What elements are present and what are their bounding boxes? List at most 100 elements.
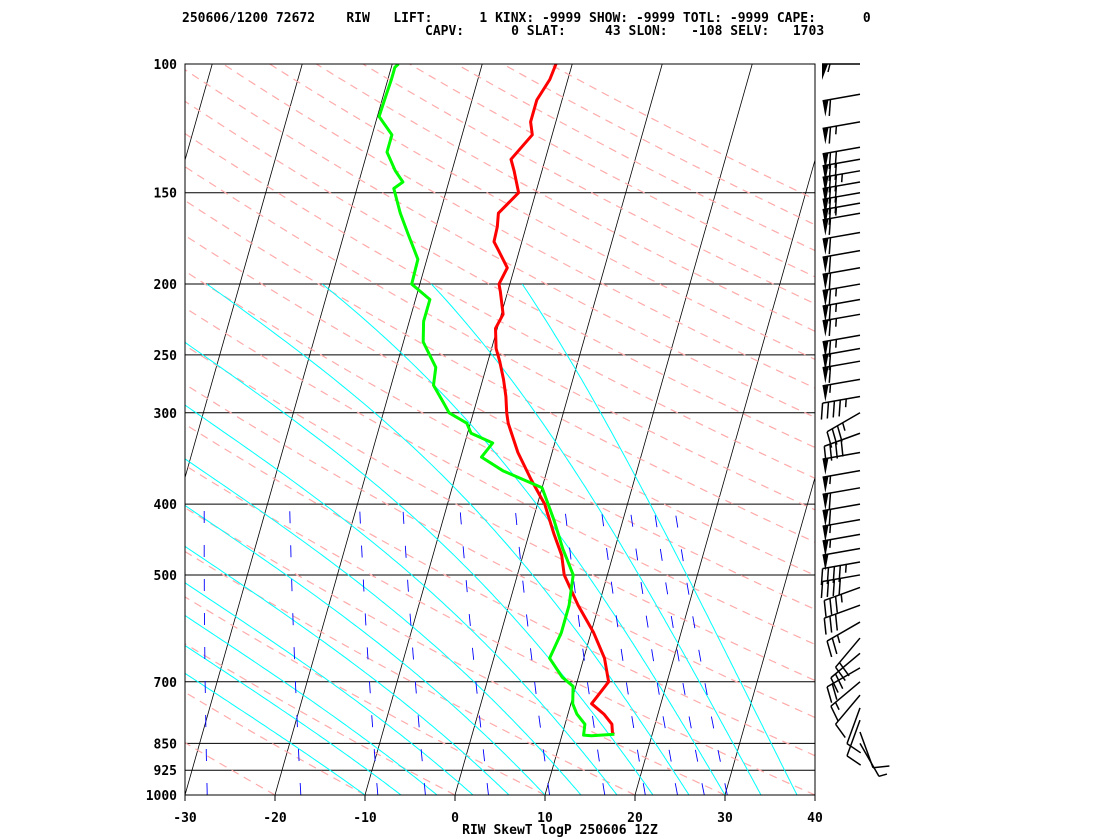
wind-barb [822,503,861,527]
wind-barb [822,231,861,255]
mixing-ratio-line [653,504,705,795]
pressure-tick-label: 200 [154,278,178,293]
wind-barb [830,652,861,693]
temperature-tick-label: -20 [263,811,287,826]
pressure-tick-label: 1000 [146,789,177,804]
wind-barb [823,604,861,635]
moist-adiabat-line [185,404,618,795]
wind-barb [822,267,861,291]
wind-barb [822,334,861,358]
mixing-ratio-line [514,504,551,795]
wind-barb [822,469,861,494]
wind-barb [830,681,861,722]
wind-barb [820,574,861,599]
mixing-ratio-line [563,504,606,795]
pressure-tick-label: 500 [154,569,178,584]
temperature-tick-label: 40 [807,811,823,826]
pressure-tick-label: 850 [154,737,178,752]
temperature-tick-label: -10 [353,811,377,826]
wind-barb [834,637,861,681]
dry-adiabat-line [185,423,815,757]
dry-adiabat-line [185,68,815,419]
mixing-ratio-line [673,504,728,795]
dry-adiabat-line [409,64,815,278]
wind-barb [822,249,861,273]
mixing-ratio-line [289,504,302,795]
profile-lines [377,64,615,738]
isotherm-line [724,476,815,795]
pressure-tick-label: 700 [154,676,178,691]
wind-barbs [820,63,890,778]
pressure-tick-label: 100 [154,58,178,73]
header-line-1: 250606/1200 72672 RIW LIFT: 1 KINX: -999… [182,11,871,26]
moist-adiabat-line [185,672,366,795]
pressure-tick-label: 925 [154,764,177,779]
wind-barb [820,561,861,586]
moist-adiabat-line [185,458,582,795]
isotherm-line [185,64,303,479]
moist-adiabat-line [185,341,654,795]
isotherm-line [0,64,122,795]
wind-barb [822,146,861,170]
temperature-tick-label: 20 [627,811,643,826]
temperature-tick-label: 10 [537,811,553,826]
dry-adiabat-line [315,64,815,332]
wind-barb [822,93,861,117]
wind-barb [822,158,861,182]
dry-adiabat-line [185,691,366,795]
temperature-axis: -30 -20 -10 0 10 20 30 40 [173,795,823,826]
moist-adiabat-line [185,582,474,795]
isotherm-line [0,64,32,795]
pressure-tick-label: 300 [154,407,178,422]
wind-barb [822,283,861,307]
wind-barb [822,212,861,236]
wind-barb [822,121,861,145]
wind-barb [822,518,861,542]
mixing-ratio-line [203,504,208,795]
isotherm-line [185,64,213,162]
wind-barb [820,395,861,420]
moist-adiabat-line [206,283,690,795]
dry-adiabat-line [222,64,815,389]
temperature-tick-label: -30 [173,811,197,826]
wind-barb [846,707,862,754]
temperature-tick-label: 0 [451,811,459,826]
dry-adiabat-line [185,741,276,795]
mixing-ratio-line [402,504,426,795]
isotherm-line [185,64,393,795]
dry-adiabat-line [502,64,815,226]
moist-adiabat-line [521,283,798,795]
wind-barb [822,451,861,475]
wind-barb [822,547,861,571]
wind-barb [826,621,861,658]
dry-adiabat-line [185,550,636,795]
wind-barb [822,170,861,194]
isotherm-line [454,64,663,795]
pressure-tick-label: 400 [154,498,178,513]
moist-adiabat-line [185,504,546,795]
moist-adiabat-line [185,644,402,795]
plot-frame [184,63,816,796]
dry-adiabat-line [185,642,456,795]
wind-barb [822,298,861,322]
wind-barb [823,586,861,617]
wind-barb [859,743,888,778]
dry-adiabat-line [185,344,815,682]
moist-adiabat-line [431,283,762,795]
wind-barb [822,191,861,216]
moist-adiabat-line [185,614,438,795]
wind-barb [826,412,861,448]
wind-barb [822,378,861,402]
dry-adiabat-line [269,64,815,361]
pressure-tick-label: 250 [154,349,178,364]
moist-adiabat-line [185,545,510,795]
dry-adiabat-line [185,307,815,646]
dry-adiabat-line [185,100,815,449]
wind-barb [822,487,861,511]
temperature-profile [492,64,615,735]
dry-adiabat-line [185,132,815,479]
pressure-axis: 100 150 200 250 300 400 500 700 850 925 1000 [146,58,177,804]
dry-adiabat-line [185,596,546,795]
dry-adiabat-line [185,166,815,511]
